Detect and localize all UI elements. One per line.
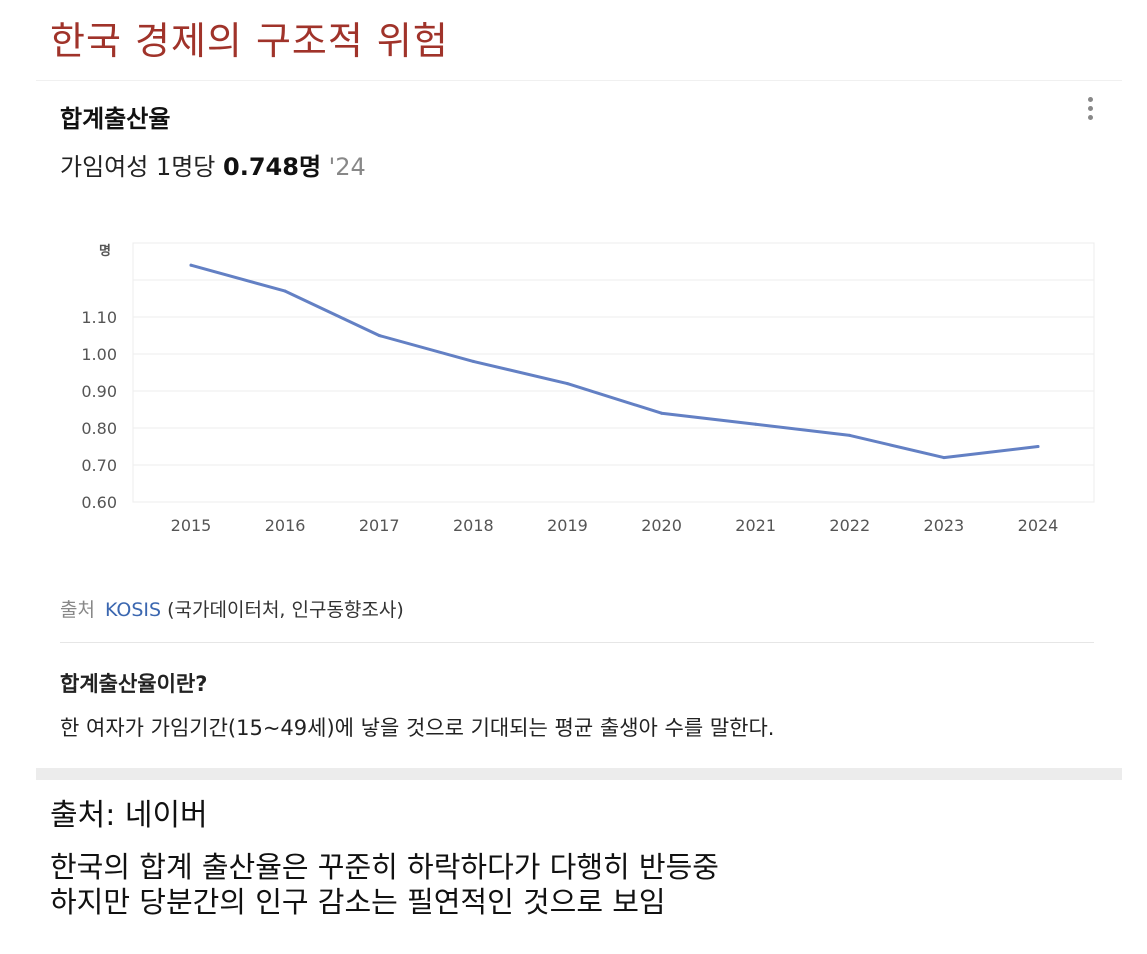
data-point [660,411,664,415]
y-tick-label: 0.90 [81,382,117,401]
stat-value: 0.748명 [223,153,322,181]
caption-line: 한국의 합계 출산율은 꾸준히 하락하다가 다행히 반등중 [50,850,719,884]
series-line [189,263,1040,460]
y-axis-label: 명 [99,243,111,259]
divider [60,642,1094,643]
data-point [471,359,475,363]
x-tick-label: 2022 [829,516,870,535]
data-point [848,433,852,437]
x-tick-label: 2021 [735,516,776,535]
x-tick-label: 2020 [641,516,682,535]
source-line: 출처 KOSIS (국가데이터처, 인구동향조사) [60,595,404,622]
data-point [942,456,946,460]
x-tick-label: 2018 [453,516,494,535]
source-link[interactable]: KOSIS [104,599,162,621]
page-title: 한국 경제의 구조적 위험 [50,19,449,63]
card-title: 합계출산율 [60,105,171,133]
data-point [283,289,287,293]
caption-line: 하지만 당분간의 인구 감소는 필연적인 것으로 보임 [50,884,666,919]
plot-area [132,242,1095,503]
stat-year: '24 [328,153,366,181]
birth-rate-card: 합계출산율 가임여성 1명당 0.748명 '24 0.60 0.70 0.80 0.… [36,80,1122,769]
x-tick-label: 2015 [171,516,212,535]
x-tick-label: 2023 [924,516,965,535]
definition-title: 합계출산율이란? [60,672,208,696]
x-tick-label: 2017 [359,516,400,535]
y-tick-label: 1.10 [81,308,117,327]
x-tick-label: 2024 [1018,516,1059,535]
y-tick-label: 0.60 [81,493,117,512]
card-bottom-band [36,768,1122,780]
y-tick-label: 0.80 [81,419,117,438]
data-point [754,422,758,426]
stat-prefix: 가임여성 1명당 [60,153,216,181]
y-tick-label: 0.70 [81,456,117,475]
data-point [377,334,381,337]
more-options-icon[interactable] [1088,97,1094,123]
source-detail: (국가데이터처, 인구동향조사) [167,599,404,621]
data-point [1036,445,1040,448]
source-label: 출처 [60,599,95,621]
caption-source: 출처: 네이버 [50,798,208,833]
y-tick-label: 1.00 [81,345,117,364]
stat-line: 가임여성 1명당 0.748명 '24 [60,147,366,182]
birth-rate-chart: 0.60 0.70 0.80 0.90 1.00 1.10 명 2015 2016 2017 201… [81,242,1095,535]
data-point [189,263,193,267]
definition-text: 한 여자가 가임기간(15~49세)에 낳을 것으로 기대되는 평균 출생아 수… [60,716,775,740]
caption: 한국의 합계 출산율은 꾸준히 하락하다가 다행히 반등중 하지만 당분간의 인… [50,850,719,920]
x-tick-label: 2019 [547,516,588,535]
data-point [565,382,569,386]
x-tick-label: 2016 [265,516,306,535]
